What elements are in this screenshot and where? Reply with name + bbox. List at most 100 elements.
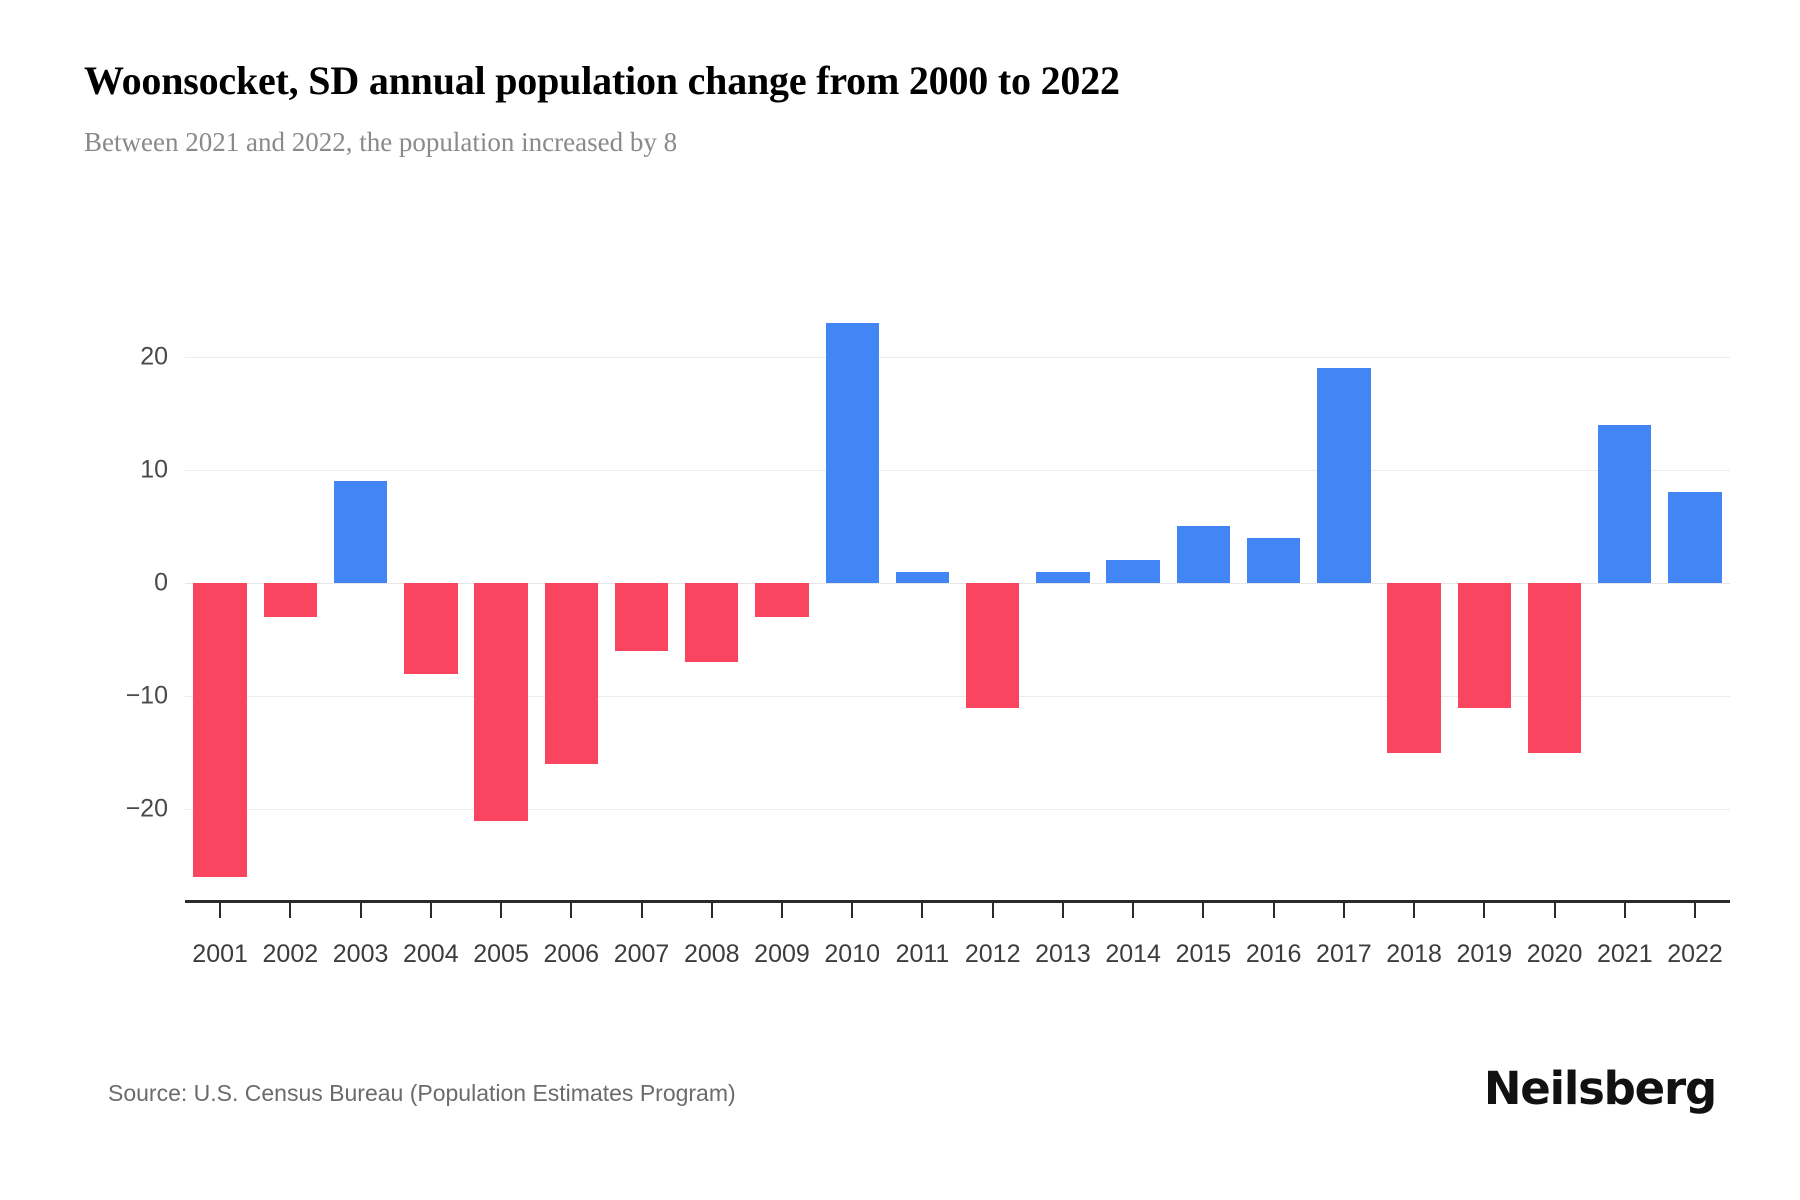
x-axis-label-2021: 2021 xyxy=(1596,940,1653,968)
bar-slot xyxy=(185,300,255,900)
source-note: Source: U.S. Census Bureau (Population E… xyxy=(108,1080,736,1106)
bar-slot xyxy=(1239,300,1309,900)
x-tick-2021 xyxy=(1623,900,1626,918)
bar-slot xyxy=(1168,300,1238,900)
x-axis-label-2015: 2015 xyxy=(1175,940,1232,968)
zero-gridline xyxy=(185,583,1730,585)
bar-2006[interactable] xyxy=(544,583,598,765)
tick-slot xyxy=(536,900,606,918)
bar-slot xyxy=(677,300,747,900)
x-axis-label-2006: 2006 xyxy=(543,940,600,968)
tick-slot xyxy=(1660,900,1730,918)
gridline xyxy=(185,809,1730,811)
bar-2020[interactable] xyxy=(1527,583,1582,753)
x-tick-2019 xyxy=(1483,900,1486,918)
bar-2005[interactable] xyxy=(474,583,528,821)
bar-slot xyxy=(1309,300,1379,900)
tick-slot xyxy=(958,900,1028,918)
tick-slot xyxy=(1519,900,1589,918)
bar-2002[interactable] xyxy=(263,583,318,617)
tick-slot xyxy=(747,900,817,918)
bar-2003[interactable] xyxy=(333,481,388,583)
tick-slot xyxy=(1309,900,1379,918)
bar-2014[interactable] xyxy=(1106,560,1160,584)
x-axis-label-2013: 2013 xyxy=(1035,940,1091,968)
y-axis-label: 20 xyxy=(140,342,168,371)
tick-slot xyxy=(887,900,957,918)
x-tick-2010 xyxy=(851,900,854,918)
y-axis-label: 0 xyxy=(154,568,168,597)
tick-slot xyxy=(466,900,536,918)
tick-slot xyxy=(396,900,466,918)
x-tick-2016 xyxy=(1272,900,1275,918)
bar-2018[interactable] xyxy=(1387,583,1441,753)
bar-2001[interactable] xyxy=(193,583,247,878)
bar-2004[interactable] xyxy=(404,583,458,674)
bar-2022[interactable] xyxy=(1668,492,1722,583)
x-tick-2009 xyxy=(780,900,783,918)
x-tick-2018 xyxy=(1413,900,1416,918)
x-tick-2003 xyxy=(359,900,362,918)
x-tick-2008 xyxy=(710,900,713,918)
tick-slot xyxy=(1590,900,1660,918)
x-tick-2005 xyxy=(500,900,503,918)
bar-slot xyxy=(958,300,1028,900)
x-axis-label-2003: 2003 xyxy=(332,940,389,968)
bar-2011[interactable] xyxy=(895,571,950,583)
x-axis-label-2016: 2016 xyxy=(1245,940,1302,968)
bar-2016[interactable] xyxy=(1246,537,1301,584)
x-tick-2007 xyxy=(640,900,643,918)
x-tick-2014 xyxy=(1132,900,1135,918)
page-subtitle: Between 2021 and 2022, the population in… xyxy=(84,127,678,157)
bar-slot xyxy=(396,300,466,900)
x-tick-2015 xyxy=(1202,900,1205,918)
bar-2009[interactable] xyxy=(755,583,809,617)
bar-2013[interactable] xyxy=(1036,571,1090,583)
tick-slot xyxy=(1239,900,1309,918)
bar-2010[interactable] xyxy=(825,322,879,584)
x-axis-label-2020: 2020 xyxy=(1526,940,1583,968)
bar-2008[interactable] xyxy=(685,583,739,663)
bar-slot xyxy=(1379,300,1449,900)
x-tick-2022 xyxy=(1694,900,1697,918)
tick-slot xyxy=(1449,900,1519,918)
bar-slot xyxy=(817,300,887,900)
x-tick-2006 xyxy=(570,900,573,918)
x-tick-2012 xyxy=(991,900,994,918)
bar-slot xyxy=(606,300,676,900)
plot-area: 20 10 0 −10 −20 xyxy=(126,300,1730,900)
bar-2012[interactable] xyxy=(966,583,1020,708)
bar-2021[interactable] xyxy=(1598,424,1652,583)
x-axis-ticks xyxy=(185,900,1730,918)
y-axis-label: −20 xyxy=(125,794,168,823)
gridline xyxy=(185,696,1730,698)
gridline xyxy=(185,469,1730,471)
tick-slot xyxy=(1379,900,1449,918)
bar-slot xyxy=(887,300,957,900)
tick-slot xyxy=(1098,900,1168,918)
x-tick-2017 xyxy=(1342,900,1345,918)
x-tick-2001 xyxy=(219,900,222,918)
bar-2007[interactable] xyxy=(614,583,669,651)
x-axis-label-2019: 2019 xyxy=(1456,940,1513,968)
x-tick-2020 xyxy=(1553,900,1556,918)
bar-slot xyxy=(1449,300,1519,900)
y-axis-label: −10 xyxy=(125,681,168,710)
bar-slot xyxy=(466,300,536,900)
tick-slot xyxy=(817,900,887,918)
bar-slot xyxy=(536,300,606,900)
x-axis-label-2012: 2012 xyxy=(964,940,1021,968)
x-axis-line xyxy=(185,900,1730,903)
bar-2019[interactable] xyxy=(1457,583,1512,708)
page-title: Woonsocket, SD annual population change … xyxy=(84,58,1120,103)
bar-slot xyxy=(1028,300,1098,900)
x-axis-label-2017: 2017 xyxy=(1316,940,1372,968)
x-axis-label-2002: 2002 xyxy=(262,940,319,968)
bar-2017[interactable] xyxy=(1317,367,1371,584)
bar-2015[interactable] xyxy=(1176,526,1231,583)
bar-slot xyxy=(1660,300,1730,900)
x-axis-label-2010: 2010 xyxy=(824,940,881,968)
y-axis-label: 10 xyxy=(140,455,168,484)
x-axis-label-2005: 2005 xyxy=(473,940,529,968)
